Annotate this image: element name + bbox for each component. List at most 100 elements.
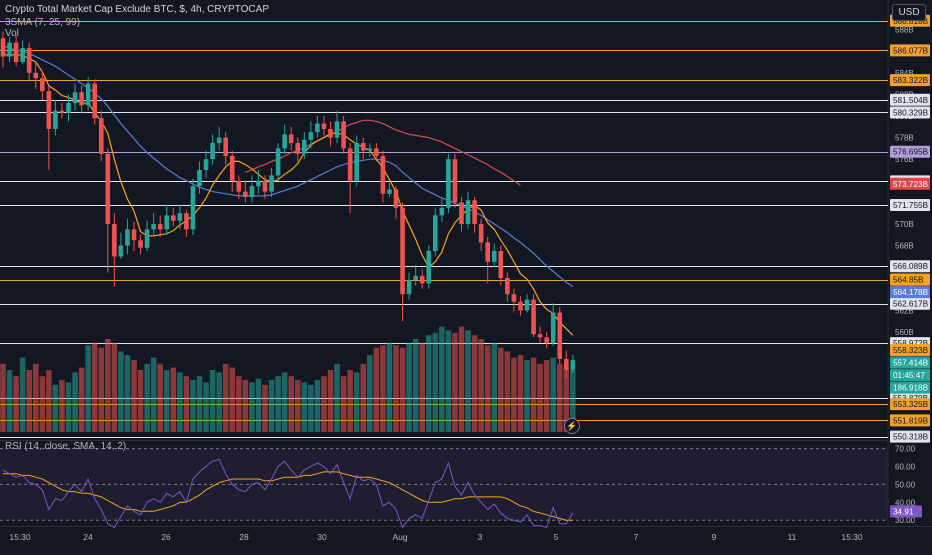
volume-bar bbox=[458, 326, 465, 432]
candle-body bbox=[426, 251, 432, 284]
candle-body bbox=[144, 229, 150, 248]
candle-body bbox=[275, 148, 281, 176]
value-badge-bg bbox=[890, 286, 930, 299]
sma-indicator-label[interactable]: 3SMA (7, 25, 99) bbox=[5, 17, 81, 28]
volume-bar bbox=[570, 370, 576, 432]
value-badge-bg bbox=[890, 369, 930, 382]
candle-body bbox=[157, 224, 163, 230]
candle-body bbox=[459, 202, 464, 224]
candle-body bbox=[550, 312, 556, 343]
volume-bar bbox=[13, 376, 19, 432]
candle-body bbox=[485, 242, 490, 262]
volume-bar bbox=[294, 379, 301, 432]
candle-body bbox=[210, 143, 215, 160]
volume-bar bbox=[380, 345, 386, 432]
candle-body bbox=[406, 280, 412, 295]
candle-body bbox=[256, 180, 261, 187]
candle-body bbox=[413, 275, 418, 281]
candle-body bbox=[360, 143, 366, 151]
volume-bar bbox=[432, 332, 439, 432]
volume-bar bbox=[216, 372, 222, 432]
volume-bar bbox=[360, 363, 367, 432]
hline-price-label: 588.818B bbox=[893, 17, 929, 26]
volume-bar bbox=[425, 335, 432, 432]
value-badge-bg bbox=[890, 344, 930, 357]
value-badge-bg bbox=[890, 177, 930, 190]
currency-button[interactable]: USD bbox=[892, 4, 926, 21]
volume-bar bbox=[543, 360, 550, 432]
hline-price-label-bg bbox=[890, 93, 930, 106]
candle-body bbox=[505, 278, 510, 295]
volume-bar bbox=[78, 367, 85, 432]
candle-body bbox=[374, 148, 379, 156]
hline-price-label: 580.329B bbox=[893, 108, 929, 117]
volume-bar bbox=[386, 342, 393, 432]
hline-price-label-bg bbox=[890, 145, 930, 158]
volume-bar bbox=[85, 345, 91, 432]
price-tick-label: 588B bbox=[895, 26, 914, 35]
candle-body bbox=[367, 148, 373, 151]
hline-price-label-bg bbox=[890, 414, 930, 427]
time-tick-label: 26 bbox=[161, 532, 171, 542]
price-tick-label: 578B bbox=[895, 134, 914, 143]
hline-price-label: 581.504B bbox=[893, 96, 929, 105]
volume-bar bbox=[46, 370, 52, 432]
value-badge: 564.178B bbox=[893, 288, 929, 297]
volume-bar bbox=[399, 347, 406, 432]
volume-bar bbox=[177, 372, 183, 432]
volume-bar bbox=[124, 355, 131, 432]
volume-bar bbox=[452, 332, 458, 432]
candle-body bbox=[328, 128, 333, 138]
candle-body bbox=[537, 334, 543, 338]
volume-indicator-label[interactable]: Vol bbox=[5, 28, 19, 39]
candle-body bbox=[321, 123, 327, 129]
candle-body bbox=[452, 159, 458, 203]
candle-body bbox=[557, 312, 563, 359]
volume-bar bbox=[19, 357, 26, 432]
candle-body bbox=[98, 118, 104, 154]
volume-bar bbox=[301, 382, 308, 432]
candle-body bbox=[20, 47, 25, 62]
volume-bar bbox=[72, 372, 78, 432]
time-tick-label: 15:30 bbox=[9, 532, 31, 542]
sma-25-line bbox=[2, 45, 574, 288]
hline-price-label-bg bbox=[890, 106, 930, 119]
time-tick-label: 11 bbox=[788, 532, 797, 542]
candle-body bbox=[33, 72, 39, 79]
candle-body bbox=[105, 153, 111, 224]
hline-price-label: 583.322B bbox=[893, 76, 929, 85]
value-badge: 557.414B bbox=[893, 359, 929, 368]
volume-bar bbox=[203, 382, 209, 432]
candle-body bbox=[446, 159, 451, 208]
candle-body bbox=[354, 143, 359, 181]
candle-body bbox=[125, 229, 130, 246]
candle-body bbox=[269, 175, 274, 192]
lightning-icon[interactable]: ⚡ bbox=[564, 418, 580, 434]
candle-body bbox=[151, 224, 156, 230]
candle-body bbox=[380, 155, 386, 194]
volume-bar bbox=[118, 351, 124, 432]
candle-body bbox=[439, 207, 445, 216]
volume-bar bbox=[262, 384, 268, 432]
candle-body bbox=[400, 207, 405, 295]
candle-body bbox=[216, 137, 222, 143]
rsi-tick-label: 70.00 bbox=[895, 445, 916, 454]
rsi-tick-label: 50.00 bbox=[895, 480, 916, 489]
candle-body bbox=[243, 191, 248, 197]
candle-body bbox=[511, 294, 517, 302]
hline-price-label: 562.617B bbox=[893, 300, 929, 309]
hline-price-label-bg bbox=[890, 44, 930, 57]
rsi-value-badge: 34.91 bbox=[893, 507, 914, 516]
candle-body bbox=[295, 143, 301, 154]
volume-bar bbox=[406, 342, 412, 432]
volume-bar bbox=[556, 363, 563, 432]
volume-bar bbox=[196, 376, 203, 432]
value-badge-bg bbox=[890, 356, 930, 369]
candle-body bbox=[26, 47, 32, 73]
rsi-indicator-label[interactable]: RSI (14, close, SMA, 14, 2) bbox=[5, 441, 127, 452]
volume-bar bbox=[439, 326, 445, 432]
price-tick-label: 576B bbox=[895, 155, 914, 164]
volume-bar bbox=[190, 379, 196, 432]
